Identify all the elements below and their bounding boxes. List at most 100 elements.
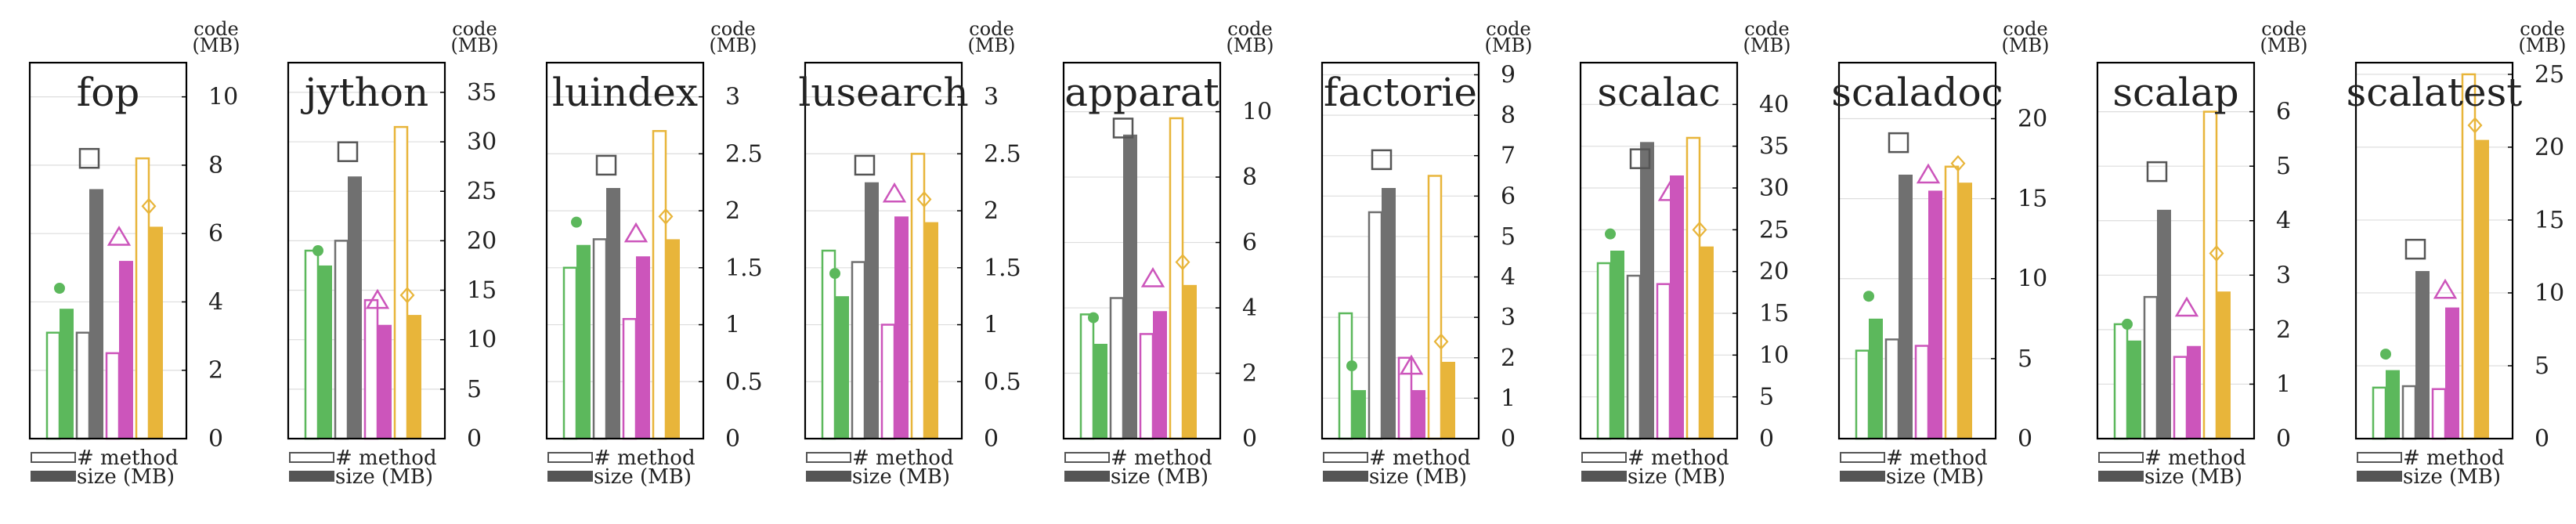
tick-label: 5 [1759, 384, 1774, 411]
marker-code-magenta [623, 222, 649, 243]
bar-method-gray [2143, 295, 2159, 440]
bar-size-green [835, 296, 849, 439]
bar-size-orange [149, 226, 163, 439]
tick-label: 20 [1759, 258, 1789, 286]
panel-luindex: luindex 0 0.5 1 1.5 2 2.5 3 code(MB) # methodsize… [545, 18, 763, 489]
marker-code-gray [854, 154, 876, 176]
bar-size-green [2386, 370, 2400, 439]
tick-label: 35 [467, 79, 497, 107]
legend-label-method: # method [852, 446, 954, 470]
tick-label: 25 [2534, 61, 2564, 89]
tick-label: 8 [208, 152, 223, 179]
bar-size-magenta [1153, 311, 1167, 439]
bar-method-orange [1169, 117, 1184, 440]
marker-code-orange [1950, 155, 1966, 172]
axis-title-line2: (MB) [451, 34, 499, 56]
axis-title-line1: code [2520, 18, 2564, 40]
tick-label: 15 [2534, 207, 2564, 234]
legend-swatch-method [1840, 452, 1885, 463]
panel-title: lusearch [798, 70, 968, 115]
tick-label: 6 [1242, 229, 1257, 257]
axis-title-line1: code [2003, 18, 2047, 40]
legend-swatch-size [1064, 471, 1110, 482]
tick-label: 0.5 [725, 368, 763, 396]
bar-size-magenta [1411, 390, 1425, 439]
tick-label: 10 [1759, 342, 1789, 369]
marker-code-magenta [1140, 267, 1165, 287]
legend-swatch-method [2098, 452, 2144, 463]
legend-swatch-method [806, 452, 851, 463]
bar-size-green [1869, 318, 1883, 439]
axis-title-line2: (MB) [968, 34, 1016, 56]
tick-label: 7 [1501, 143, 1516, 170]
tick-label: 0 [1501, 425, 1516, 453]
tick-label: 40 [1759, 91, 1789, 118]
marker-code-green [2380, 349, 2391, 360]
tick-label: 25 [467, 178, 497, 205]
tick-label: 2.5 [984, 140, 1021, 168]
bar-size-green [1093, 343, 1107, 439]
plot-frame [2096, 61, 2256, 440]
tick-label: 2 [1501, 345, 1516, 372]
bar-method-gray [2401, 385, 2417, 440]
marker-code-orange [916, 190, 932, 208]
marker-code-magenta [882, 182, 907, 203]
axis-title-line2: (MB) [1485, 34, 1533, 56]
tick-label: 5 [2276, 153, 2291, 180]
bar-method-orange [910, 153, 926, 440]
bar-size-gray [1899, 174, 1913, 439]
bar-method-gray [334, 240, 349, 440]
plot-frame [287, 61, 446, 440]
marker-code-green [54, 283, 65, 294]
bar-size-orange [2217, 291, 2231, 439]
legend-swatch-size [31, 471, 76, 482]
legend-label-size: size (MB) [1111, 465, 1209, 489]
bar-size-magenta [1670, 175, 1684, 439]
panel-title: luindex [552, 70, 698, 115]
legend-swatch-size [289, 471, 334, 482]
tick-label: 4 [2276, 208, 2291, 235]
legend-label-size: size (MB) [852, 465, 950, 489]
tick-label: 0 [2018, 425, 2032, 453]
tick-label: 2 [1242, 360, 1257, 388]
tick-label: 3 [2276, 262, 2291, 289]
bar-method-magenta [2431, 388, 2447, 440]
marker-code-gray [2404, 238, 2426, 260]
marker-code-magenta [1916, 163, 1941, 184]
marker-code-magenta [2433, 278, 2458, 299]
bar-size-gray [348, 176, 362, 439]
legend-swatch-method [1323, 452, 1368, 463]
marker-code-orange [1692, 221, 1707, 238]
bar-method-green [45, 331, 61, 440]
marker-code-gray [1888, 132, 1909, 154]
bar-method-magenta [105, 352, 121, 440]
bar-method-gray [1367, 211, 1383, 440]
tick-label: 3 [1501, 304, 1516, 331]
tick-label: 0 [984, 425, 999, 453]
tick-label: 6 [208, 220, 223, 248]
bar-method-magenta [363, 298, 379, 440]
bar-size-green [1610, 251, 1624, 439]
bar-method-gray [1109, 297, 1125, 440]
tick-label: 2 [725, 197, 740, 225]
legend-swatch-size [547, 471, 593, 482]
bar-method-green [2113, 323, 2129, 440]
bar-size-green [2127, 340, 2141, 439]
tick-label: 5 [467, 376, 482, 403]
bar-method-green [304, 249, 320, 440]
bar-size-orange [666, 239, 680, 439]
bar-method-gray [75, 331, 91, 440]
panel-title: jython [301, 70, 428, 115]
tick-label: 4 [1242, 295, 1257, 322]
plot-frame [545, 61, 705, 440]
bar-size-magenta [378, 324, 392, 439]
marker-code-green [1605, 228, 1616, 240]
bar-method-green [821, 249, 836, 440]
marker-code-green [1088, 312, 1099, 323]
legend-label-size: size (MB) [1369, 465, 1467, 489]
tick-label: 3 [725, 84, 740, 111]
tick-label: 20 [2534, 134, 2564, 161]
legend-swatch-size [2357, 471, 2402, 482]
